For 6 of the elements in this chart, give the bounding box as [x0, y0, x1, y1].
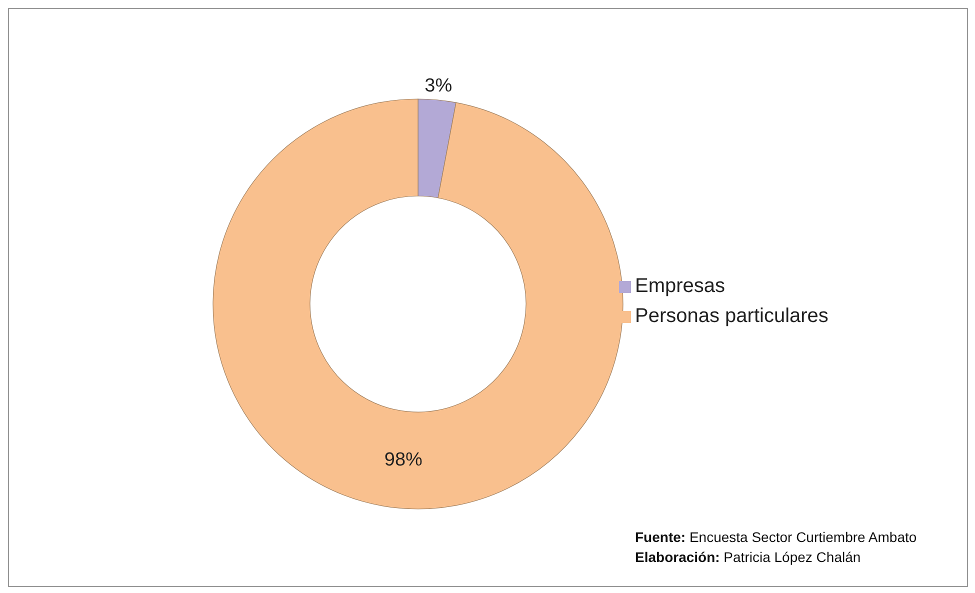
data-label: 98%: [384, 449, 423, 470]
text: Elaboración: Patricia López Chalán: [635, 548, 862, 567]
data-label: 3%: [424, 75, 452, 96]
source-note: Fuente: Encuesta Sector Curtiembre Ambato: [635, 528, 917, 547]
legend-label: Personas particulares: [635, 305, 828, 327]
legend-label: Empresas: [635, 275, 726, 297]
